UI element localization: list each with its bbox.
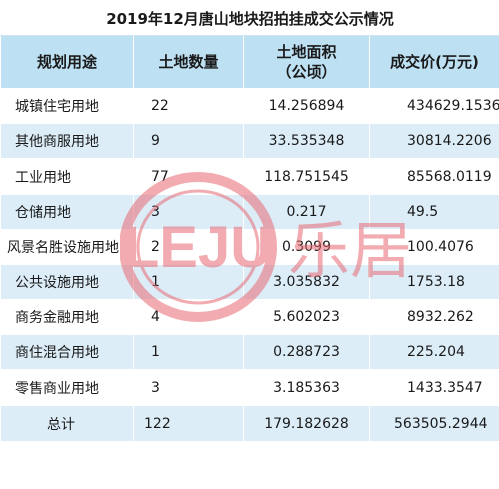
cell-use: 零售商业用地: [0, 369, 134, 406]
table-row: 零售商业用地 3 3.185363 1433.3547: [0, 369, 499, 406]
cell-area: 5.602023: [243, 299, 370, 335]
total-count: 122: [133, 405, 244, 442]
total-area: 179.182628: [243, 405, 370, 442]
table-row: 仓储用地 3 0.217 49.5: [0, 194, 499, 230]
header-land-area-unit: （公顷）: [276, 63, 337, 81]
cell-use: 风景名胜设施用地: [0, 229, 134, 265]
cell-use: 城镇住宅用地: [0, 88, 134, 124]
cell-use: 仓储用地: [0, 194, 134, 230]
cell-price: 8932.262: [369, 299, 499, 335]
cell-area: 118.751545: [243, 158, 370, 195]
table-row: 其他商服用地 9 33.535348 30814.2206: [0, 123, 499, 159]
cell-count: 1: [133, 264, 244, 300]
total-label: 总计: [0, 405, 134, 442]
table-row: 商务金融用地 4 5.602023 8932.262: [0, 299, 499, 335]
cell-area: 0.217: [243, 194, 370, 230]
cell-use: 公共设施用地: [0, 264, 134, 300]
cell-count: 77: [133, 158, 244, 195]
cell-price: 100.4076: [369, 229, 499, 265]
cell-use: 工业用地: [0, 158, 134, 195]
cell-count: 9: [133, 123, 244, 159]
header-land-count: 土地数量: [133, 35, 244, 89]
cell-area: 3.035832: [243, 264, 370, 300]
land-transaction-table: 2019年12月唐山地块招拍挂成交公示情况 规划用途 土地数量 土地面积 （公顷…: [0, 0, 499, 442]
cell-area: 33.535348: [243, 123, 370, 159]
cell-area: 3.185363: [243, 369, 370, 406]
total-row: 总计 122 179.182628 563505.2944: [0, 405, 499, 442]
cell-price: 49.5: [369, 194, 499, 230]
header-land-area: 土地面积 （公顷）: [243, 35, 370, 89]
cell-count: 4: [133, 299, 244, 335]
cell-count: 3: [133, 194, 244, 230]
cell-count: 1: [133, 334, 244, 370]
header-land-area-line1: 土地面积: [276, 43, 337, 61]
cell-count: 3: [133, 369, 244, 406]
table-row: 公共设施用地 1 3.035832 1753.18: [0, 264, 499, 300]
cell-price: 434629.1536: [369, 88, 499, 124]
cell-price: 1753.18: [369, 264, 499, 300]
cell-count: 2: [133, 229, 244, 265]
table-row: 商住混合用地 1 0.288723 225.204: [0, 334, 499, 370]
header-planned-use: 规划用途: [0, 35, 134, 89]
cell-price: 1433.3547: [369, 369, 499, 406]
header-transaction-price: 成交价(万元): [369, 35, 499, 89]
cell-price: 30814.2206: [369, 123, 499, 159]
table-title-row: 2019年12月唐山地块招拍挂成交公示情况: [0, 0, 499, 36]
table-row: 工业用地 77 118.751545 85568.0119: [0, 158, 499, 195]
table-row: 风景名胜设施用地 2 0.3099 100.4076: [0, 229, 499, 265]
cell-area: 0.3099: [243, 229, 370, 265]
cell-price: 225.204: [369, 334, 499, 370]
cell-use: 其他商服用地: [0, 123, 134, 159]
table-row: 城镇住宅用地 22 14.256894 434629.1536: [0, 88, 499, 124]
cell-price: 85568.0119: [369, 158, 499, 195]
total-price: 563505.2944: [369, 405, 499, 442]
header-row: 规划用途 土地数量 土地面积 （公顷） 成交价(万元): [0, 35, 499, 89]
cell-area: 14.256894: [243, 88, 370, 124]
cell-use: 商住混合用地: [0, 334, 134, 370]
cell-count: 22: [133, 88, 244, 124]
cell-area: 0.288723: [243, 334, 370, 370]
cell-use: 商务金融用地: [0, 299, 134, 335]
table-title: 2019年12月唐山地块招拍挂成交公示情况: [0, 0, 499, 36]
